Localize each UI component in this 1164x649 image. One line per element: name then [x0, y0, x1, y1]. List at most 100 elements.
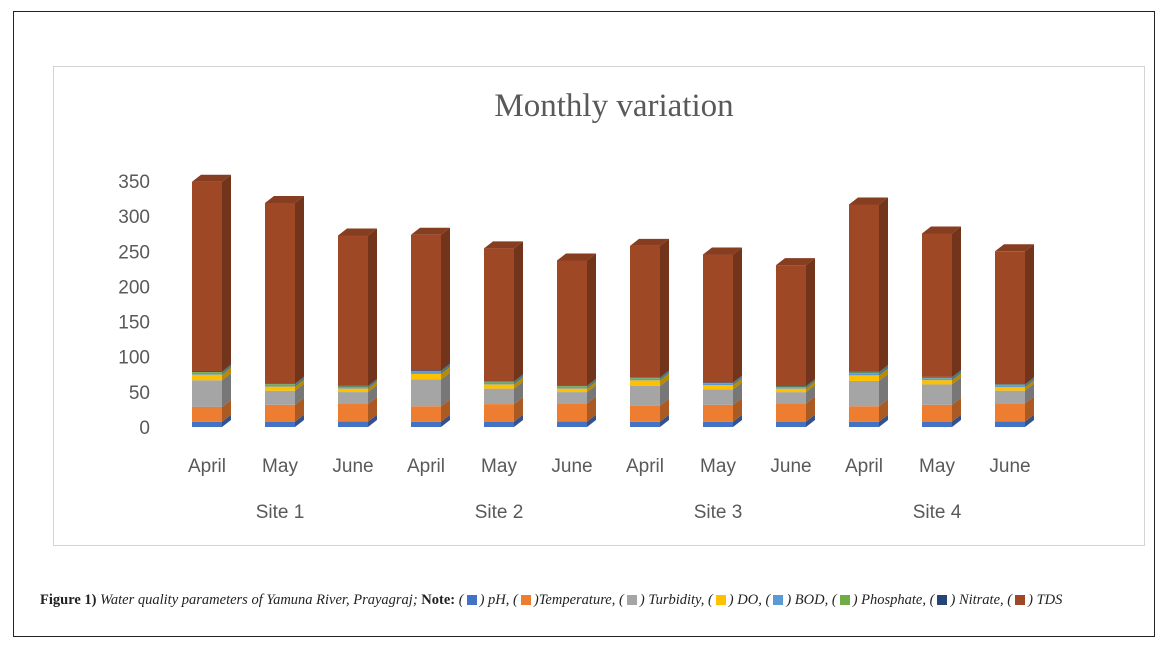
bar-front — [922, 384, 952, 405]
bar-side — [514, 377, 523, 389]
bar-front — [265, 386, 295, 391]
y-tick-label: 300 — [118, 207, 150, 228]
bar-segment-temperature — [338, 397, 377, 422]
bar-side — [952, 377, 961, 405]
bar-front — [995, 390, 1025, 404]
x-tick-label: May — [700, 456, 736, 477]
bar-front — [922, 404, 952, 422]
bar-segment-nitrate — [703, 375, 742, 383]
bar-side — [806, 379, 815, 388]
bar-side — [660, 414, 669, 427]
bar-segment-nitrate — [849, 364, 888, 373]
legend-swatch — [773, 595, 784, 605]
bar-segment-ph — [484, 414, 523, 427]
bar-segment-bod — [338, 380, 377, 389]
bar-segment-ph — [265, 414, 304, 427]
legend-swatch — [520, 595, 531, 605]
y-tick-label: 100 — [118, 348, 150, 369]
bar-segment-temperature — [630, 398, 669, 422]
bar-side — [368, 397, 377, 422]
bar-side — [733, 414, 742, 427]
bar-segment-tds — [703, 247, 742, 383]
bar-side — [952, 370, 961, 379]
y-tick-label: 200 — [118, 277, 150, 298]
bar-front — [776, 265, 806, 387]
bar-front — [703, 389, 733, 405]
bar-stack — [703, 247, 742, 427]
bar-segment-temperature — [849, 399, 888, 422]
note-label: Note: — [421, 592, 456, 608]
bar-segment-nitrate — [776, 379, 815, 387]
chart-panel: Monthly variation 0 50 100 150 200 250 300 350 … — [53, 66, 1145, 546]
bar-side — [514, 374, 523, 382]
legend-swatch — [937, 595, 948, 605]
bar-front — [630, 377, 660, 379]
bar-front — [192, 372, 222, 375]
bar-front — [192, 421, 222, 427]
bar-side — [514, 381, 523, 405]
bar-side — [587, 379, 596, 387]
y-tick-label: 50 — [129, 383, 150, 404]
bar-segment-turbidity — [922, 377, 961, 405]
bar-front — [922, 233, 952, 377]
bar-segment-phosphate — [776, 379, 815, 388]
x-tick-label: April — [407, 456, 445, 477]
bar-segment-phosphate — [338, 379, 377, 388]
group-label: Site 1 — [256, 502, 305, 523]
bar-front — [484, 421, 514, 427]
x-tick-label: April — [188, 456, 226, 477]
bar-front — [557, 260, 587, 386]
bar-front — [484, 382, 514, 385]
bar-front — [922, 376, 952, 378]
bar-segment-turbidity — [776, 385, 815, 404]
bar-stack — [849, 197, 888, 427]
bar-side — [441, 414, 450, 427]
x-tick-label: June — [332, 456, 373, 477]
bar-front — [192, 181, 222, 372]
bar-front — [922, 380, 952, 385]
bar-front — [995, 384, 1025, 386]
bar-segment-nitrate — [338, 378, 377, 387]
bar-side — [368, 379, 377, 388]
bar-front — [192, 406, 222, 422]
legend-label: )Temperature, — [533, 592, 616, 608]
bar-segment-phosphate — [192, 365, 231, 373]
bar-side — [879, 399, 888, 422]
legend-swatch — [466, 595, 477, 605]
bars — [192, 174, 1034, 427]
bar-side — [587, 378, 596, 387]
bar-side — [368, 378, 377, 387]
bar-side — [295, 379, 304, 391]
bar-segment-temperature — [192, 399, 231, 422]
bar-side — [587, 385, 596, 404]
bar-segment-tds — [411, 227, 450, 371]
bar-side — [514, 414, 523, 427]
bar-segment-ph — [338, 414, 377, 427]
group-label: Site 4 — [913, 502, 962, 523]
bar-segment-tds — [338, 228, 377, 386]
figure-caption: Figure 1) Water quality parameters of Ya… — [40, 590, 1158, 611]
bar-segment-phosphate — [557, 379, 596, 387]
bar-segment-ph — [703, 414, 742, 427]
bar-side — [587, 253, 596, 386]
bar-front — [411, 373, 441, 380]
bar-segment-bod — [922, 371, 961, 381]
bar-front — [849, 380, 879, 407]
bar-front — [557, 421, 587, 427]
bar-front — [557, 403, 587, 422]
bar-side — [1025, 378, 1034, 388]
bar-front — [703, 383, 733, 386]
bar-front — [338, 387, 368, 389]
legend-swatch — [626, 595, 637, 605]
bar-side — [222, 174, 231, 372]
bar-side — [514, 374, 523, 383]
bar-front — [703, 385, 733, 390]
bar-front — [411, 370, 441, 372]
group-label: Site 3 — [694, 502, 743, 523]
bar-front — [557, 392, 587, 404]
bar-front — [630, 405, 660, 422]
bar-segment-phosphate — [411, 364, 450, 372]
bar-side — [295, 376, 304, 385]
bar-front — [776, 388, 806, 393]
bar-side — [514, 241, 523, 382]
